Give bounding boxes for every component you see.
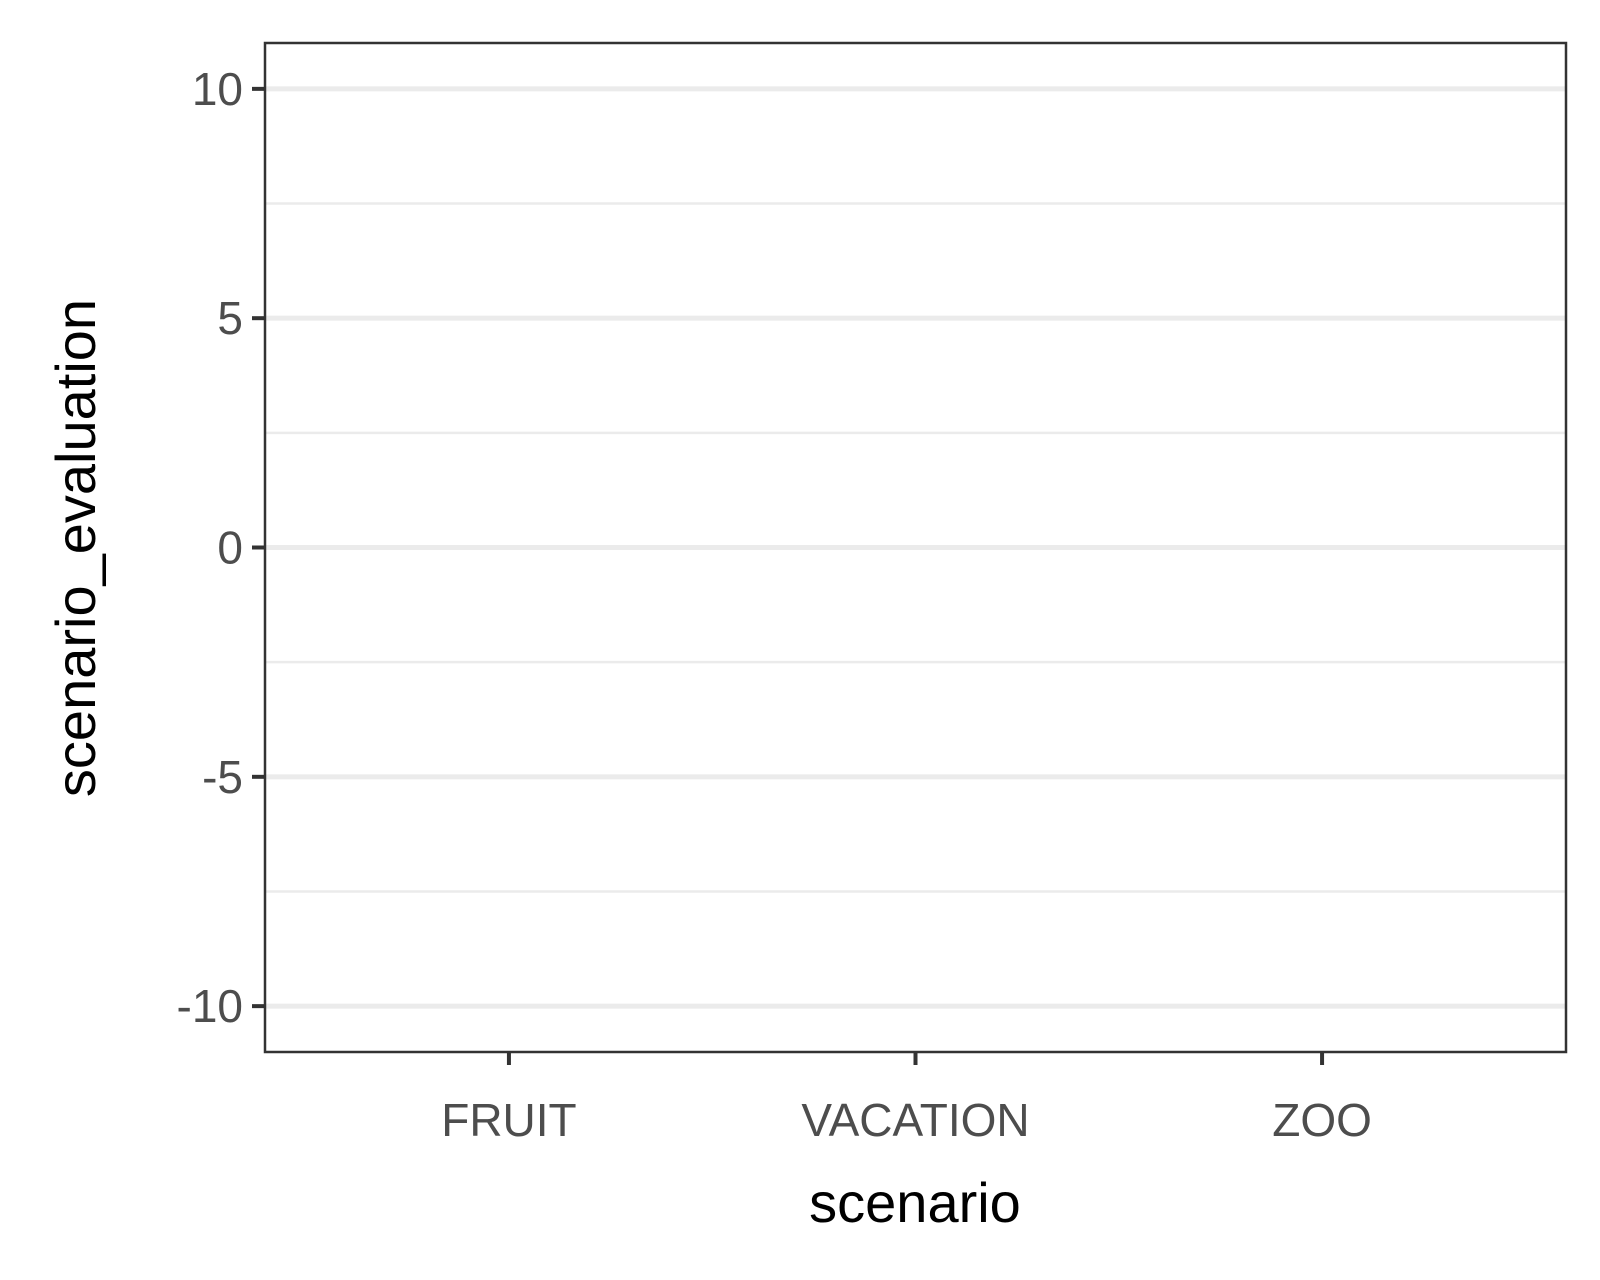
panel-border: [263, 41, 1568, 1054]
x-tick-label: FRUIT: [441, 1094, 576, 1146]
y-tick-label: 5: [217, 292, 243, 344]
y-tick-label: 0: [217, 522, 243, 574]
x-tick-label: ZOO: [1272, 1094, 1372, 1146]
y-tick-label: -5: [202, 751, 243, 803]
y-axis-title: scenario_evaluation: [44, 299, 107, 797]
y-tick-label: -10: [177, 980, 243, 1032]
x-axis-title: scenario: [809, 1171, 1021, 1234]
x-tick-label: VACATION: [801, 1094, 1029, 1146]
y-tick-label: 10: [192, 63, 243, 115]
